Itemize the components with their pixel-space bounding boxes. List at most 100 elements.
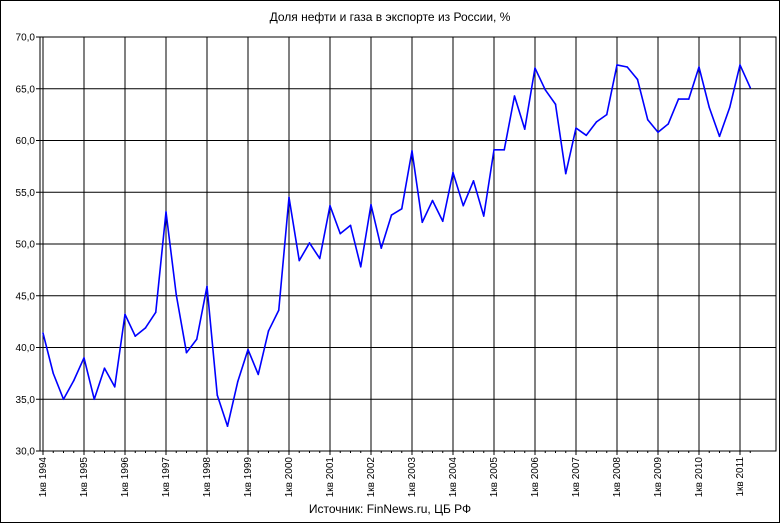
data-point xyxy=(595,121,598,123)
x-tick-label: 1кв 1995 xyxy=(79,457,90,498)
data-point xyxy=(482,215,485,217)
data-point xyxy=(421,221,424,224)
data-point xyxy=(175,293,178,296)
x-tick-label: 1кв 2009 xyxy=(653,457,664,498)
data-point xyxy=(687,98,690,100)
x-tick-label: 1кв 2004 xyxy=(448,457,459,498)
data-point xyxy=(493,149,495,151)
data-point xyxy=(134,335,137,337)
data-point xyxy=(62,398,65,401)
data-point xyxy=(534,67,536,69)
data-point xyxy=(698,66,700,68)
data-point xyxy=(575,127,577,129)
data-point xyxy=(513,95,516,97)
data-point xyxy=(257,373,260,376)
y-axis: 70,0 65,0 60,0 55,0 50,0 45,0 40,0 35,0 30,0 xyxy=(16,33,36,458)
series-group xyxy=(42,64,752,427)
data-point xyxy=(677,98,680,100)
data-point xyxy=(124,313,126,316)
data-point xyxy=(554,103,557,106)
grid xyxy=(40,36,776,452)
data-point xyxy=(103,367,106,370)
data-point xyxy=(370,203,372,206)
data-point xyxy=(523,128,526,130)
data-point xyxy=(749,86,752,89)
data-point xyxy=(739,64,741,66)
data-point xyxy=(657,131,659,134)
y-tick-label: 30,0 xyxy=(16,447,36,458)
data-point xyxy=(626,66,629,68)
data-point xyxy=(452,171,454,174)
data-point xyxy=(564,172,567,175)
data-point xyxy=(236,380,239,383)
source-note: Источник: FinNews.ru, ЦБ РФ xyxy=(308,502,472,516)
x-tick-label: 1кв 2001 xyxy=(325,457,336,498)
data-point xyxy=(298,259,301,262)
data-point xyxy=(308,242,311,244)
data-point xyxy=(83,357,85,359)
y-tick-label: 35,0 xyxy=(16,395,36,406)
data-point xyxy=(472,180,475,182)
data-point xyxy=(503,149,506,151)
y-tick-label: 70,0 xyxy=(16,33,36,44)
data-point xyxy=(585,134,588,137)
y-tick-label: 65,0 xyxy=(16,84,36,95)
data-point xyxy=(206,285,208,288)
data-point xyxy=(144,327,147,329)
y-tick-label: 60,0 xyxy=(16,136,36,147)
data-point xyxy=(288,196,290,199)
series-line xyxy=(42,64,751,427)
y-tick-label: 40,0 xyxy=(16,343,36,354)
x-tick-label: 1кв 2011 xyxy=(735,457,746,497)
x-tick-label: 1кв 1998 xyxy=(202,457,213,498)
data-point xyxy=(544,88,547,91)
axes xyxy=(36,36,777,455)
data-point xyxy=(718,135,721,138)
data-point xyxy=(667,123,670,125)
x-tick-label: 1кв 1994 xyxy=(38,457,49,498)
data-point xyxy=(72,379,75,382)
data-point xyxy=(431,199,434,202)
data-point xyxy=(349,224,352,227)
data-point xyxy=(154,311,157,314)
x-tick-label: 1кв 1999 xyxy=(243,457,254,498)
x-tick-label: 1кв 2003 xyxy=(407,457,418,498)
data-point xyxy=(52,372,55,375)
x-tick-label: 1кв 2010 xyxy=(694,457,705,498)
y-tick-label: 55,0 xyxy=(16,188,36,199)
data-point xyxy=(646,119,649,121)
data-point xyxy=(390,214,393,216)
data-point xyxy=(359,265,362,268)
x-tick-label: 1кв 2008 xyxy=(612,457,623,498)
data-point xyxy=(380,247,383,249)
data-point xyxy=(441,220,444,223)
data-point xyxy=(113,386,116,388)
data-point xyxy=(462,204,465,207)
data-point xyxy=(400,208,403,210)
x-tick-label: 1кв 1997 xyxy=(161,457,172,498)
data-point xyxy=(728,106,731,109)
y-tick-label: 50,0 xyxy=(16,240,36,251)
data-point xyxy=(42,332,44,334)
data-point xyxy=(165,211,167,213)
data-point xyxy=(216,394,219,396)
x-tick-label: 1кв 2006 xyxy=(530,457,541,498)
chart-title: Доля нефти и газа в экспорте из России, … xyxy=(269,10,511,24)
data-point xyxy=(318,257,321,260)
x-tick-label: 1кв 2000 xyxy=(284,457,295,498)
x-tick-label: 1кв 2005 xyxy=(489,457,500,498)
data-point xyxy=(329,204,331,207)
x-axis: 1кв 1994 1кв 1995 1кв 1996 1кв 1997 1кв 1998… xyxy=(38,457,746,498)
data-point xyxy=(247,348,249,351)
data-point xyxy=(93,398,96,401)
data-point xyxy=(267,330,270,332)
data-point xyxy=(339,232,342,235)
x-tick-label: 1кв 2002 xyxy=(366,457,377,498)
x-tick-label: 1кв 1996 xyxy=(120,457,131,498)
data-point xyxy=(605,113,608,116)
x-tick-label: 1кв 2007 xyxy=(571,457,582,498)
data-point xyxy=(277,309,280,312)
y-tick-label: 45,0 xyxy=(16,291,36,302)
